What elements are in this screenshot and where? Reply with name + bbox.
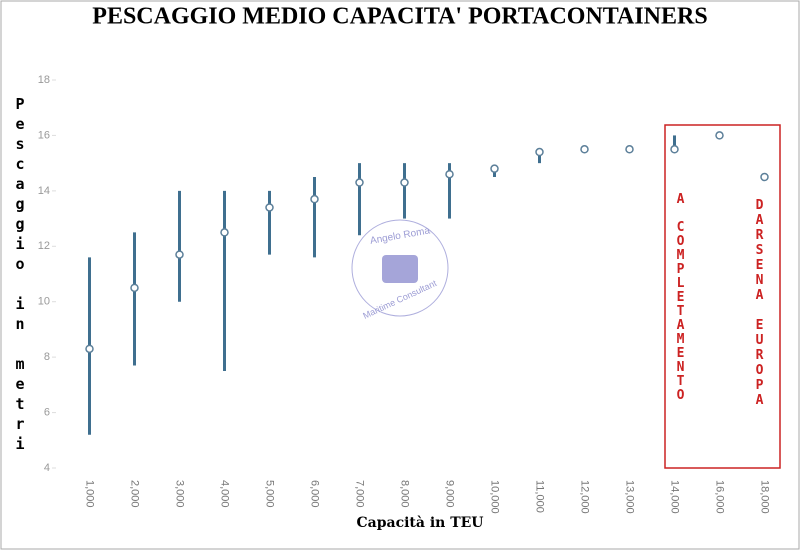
- mean-point: [175, 250, 184, 259]
- watermark-text: Angelo Roma: [369, 225, 431, 246]
- y-tick-label: 14: [38, 185, 50, 197]
- watermark: Angelo Roma Maritime Consultant: [351, 219, 449, 321]
- mean-point: [625, 145, 634, 154]
- y-axis-label: Pescaggio in metri: [11, 95, 29, 455]
- x-tick-label: 18,000: [759, 480, 771, 514]
- x-tick-label: 11,000: [534, 480, 546, 513]
- y-tick-label: 10: [38, 296, 50, 308]
- x-tick-label: 13,000: [624, 480, 636, 514]
- x-tick-label: 1,000: [84, 480, 96, 508]
- mean-point: [265, 203, 274, 212]
- x-tick-label: 3,000: [174, 480, 186, 508]
- y-tick-label: 16: [38, 129, 50, 141]
- annotation: A COMPLETAMENTO: [673, 192, 688, 402]
- mean-point: [130, 283, 139, 293]
- mean-point: [670, 145, 679, 154]
- watermark-ring: [351, 219, 449, 317]
- mean-point: [400, 178, 409, 187]
- mean-point: [490, 164, 499, 173]
- x-tick-label: 7,000: [354, 480, 366, 508]
- x-tick-label: 14,000: [669, 480, 681, 514]
- watermark-text: Maritime Consultant: [361, 278, 438, 321]
- y-tick-label: 4: [44, 462, 50, 474]
- x-tick-label: 12,000: [579, 480, 591, 514]
- x-tick-label: 9,000: [444, 480, 456, 508]
- x-tick-label: 5,000: [264, 480, 276, 508]
- watermark-ship: [382, 255, 418, 283]
- x-tick-label: 4,000: [219, 480, 231, 508]
- mean-point: [580, 145, 589, 154]
- mean-point: [445, 169, 454, 179]
- x-tick-label: 8,000: [399, 480, 411, 508]
- mean-point: [355, 178, 364, 187]
- y-tick-label: 6: [44, 406, 50, 418]
- x-tick-label: 16,000: [714, 480, 726, 514]
- mean-point: [760, 172, 769, 182]
- mean-point: [535, 147, 544, 157]
- mean-point: [220, 228, 229, 237]
- chart-title: PESCAGGIO MEDIO CAPACITA' PORTACONTAINER…: [92, 4, 707, 30]
- y-tick-label: 8: [44, 351, 50, 363]
- highlight-box: [664, 124, 781, 469]
- mean-point: [715, 131, 724, 140]
- x-tick-label: 10,000: [489, 480, 501, 514]
- mean-point: [85, 344, 94, 354]
- x-axis-label: Capacità in TEU: [357, 515, 484, 531]
- mean-point: [310, 194, 319, 204]
- y-tick-label: 12: [38, 240, 50, 252]
- x-tick-label: 2,000: [129, 480, 141, 508]
- x-tick-label: 6,000: [309, 480, 321, 508]
- annotation: DARSENA EUROPA: [752, 198, 767, 408]
- y-tick-label: 18: [38, 74, 50, 86]
